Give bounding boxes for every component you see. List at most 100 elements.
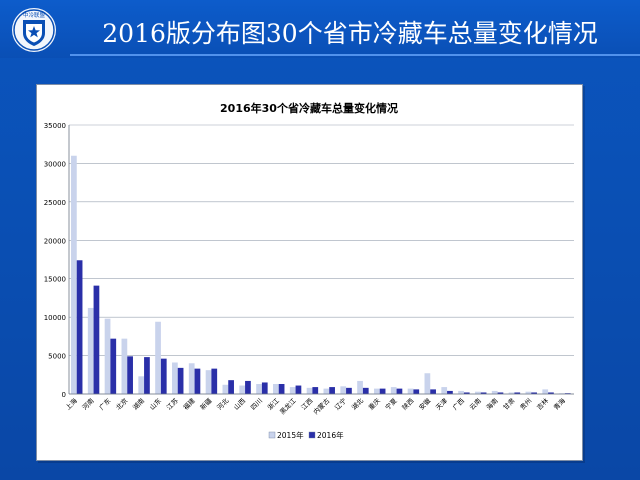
y-tick-label: 5000 [48, 353, 66, 361]
bar-2015 [306, 387, 313, 394]
bar-2016 [144, 357, 150, 394]
logo-text: 中冷联盟 [23, 11, 46, 19]
x-tick-label: 甘肃 [501, 396, 517, 412]
bar-2016 [396, 388, 403, 394]
bar-2016 [329, 387, 335, 394]
bar-2016 [548, 392, 554, 394]
x-tick-label: 新疆 [198, 396, 214, 412]
bar-2016 [295, 385, 302, 394]
y-tick-label: 15000 [44, 276, 66, 284]
bar-2016 [312, 387, 319, 394]
x-tick-label: 重庆 [366, 396, 382, 412]
y-tick-label: 35000 [44, 122, 66, 130]
bar-2016 [531, 392, 537, 394]
bar-2015 [390, 387, 397, 394]
x-tick-label: 云南 [467, 396, 483, 412]
bar-2015 [508, 392, 515, 394]
x-tick-label: 四川 [249, 397, 264, 412]
bar-2016 [177, 367, 184, 394]
x-tick-label: 河南 [80, 396, 96, 412]
bar-2015 [239, 385, 246, 394]
bar-2016 [245, 380, 251, 394]
bar-2016 [497, 392, 504, 394]
x-tick-label: 贵州 [518, 396, 534, 412]
bar-2015 [441, 387, 448, 394]
x-tick-label: 吉林 [535, 396, 551, 412]
chart-title: 2016年30个省冷藏车总量变化情况 [220, 101, 398, 115]
bar-2015 [205, 370, 212, 394]
x-tick-label: 广东 [97, 396, 113, 412]
bar-2016 [463, 392, 470, 394]
y-tick-label: 25000 [44, 199, 66, 207]
bar-chart: 2016年30个省冷藏车总量变化情况 0 5000 10000 15000 20000 2… [44, 101, 574, 440]
bar-2015 [256, 384, 262, 394]
bar-2016 [261, 382, 268, 394]
bar-2015 [374, 388, 380, 394]
legend-swatch [308, 431, 316, 439]
bar-2015 [542, 389, 549, 394]
bars [71, 155, 571, 394]
bar-2016 [514, 392, 521, 394]
x-tick-label: 宁夏 [383, 396, 399, 412]
legend-label: 2015年 [277, 430, 304, 440]
bar-2015 [458, 390, 464, 394]
gridlines [69, 124, 574, 395]
x-tick-label: 山东 [147, 396, 163, 412]
bar-2015 [323, 388, 330, 394]
bar-2016 [413, 389, 420, 394]
x-tick-label: 湖南 [131, 396, 147, 412]
bar-2016 [480, 392, 487, 394]
bar-2015 [475, 391, 481, 394]
bar-2015 [525, 391, 532, 394]
y-axis: 0 5000 10000 15000 20000 25000 30000 35000 [44, 122, 70, 399]
bar-2016 [430, 389, 436, 394]
bar-2016 [76, 260, 83, 394]
title-underline [70, 54, 640, 56]
bar-2016 [127, 356, 133, 394]
x-tick-label: 广西 [450, 396, 466, 412]
legend-label: 2016年 [317, 430, 344, 440]
bar-2016 [228, 380, 234, 394]
chart-panel: 2016年30个省冷藏车总量变化情况 0 5000 10000 15000 20000 2… [36, 84, 583, 461]
bar-2016 [278, 384, 285, 394]
x-tick-label: 山西 [232, 396, 248, 412]
y-tick-label: 30000 [44, 160, 66, 168]
legend: 2015年 2016年 [268, 430, 344, 440]
bar-2016 [379, 388, 386, 394]
bar-2015 [155, 321, 161, 394]
shield-star-emblem-icon: 中冷联盟 [12, 8, 56, 52]
y-tick-label: 20000 [44, 237, 66, 245]
x-tick-label: 福建 [181, 396, 197, 412]
bar-2015 [340, 386, 347, 394]
x-tick-label: 海南 [484, 396, 500, 412]
bar-2016 [110, 338, 117, 394]
bar-2015 [491, 390, 498, 394]
x-tick-label: 青海 [551, 396, 567, 412]
bar-2015 [138, 376, 145, 394]
bar-2015 [121, 338, 128, 394]
x-tick-label: 内蒙古 [311, 396, 332, 417]
bar-2015 [71, 155, 77, 394]
x-tick-label: 陕西 [400, 396, 416, 412]
x-tick-label: 安徽 [417, 396, 433, 412]
bar-2016 [211, 368, 218, 394]
x-tick-label: 北京 [114, 396, 130, 412]
slide-title: 2016版分布图30个省市冷藏车总量变化情况 [102, 19, 598, 48]
bar-2015 [424, 373, 431, 394]
bar-2016 [346, 387, 352, 394]
x-tick-label: 江苏 [164, 396, 180, 412]
bar-2016 [160, 358, 167, 394]
bar-2016 [194, 368, 201, 394]
bar-2015 [188, 363, 195, 394]
bar-2016 [362, 387, 369, 394]
y-tick-label: 0 [62, 391, 66, 399]
y-tick-label: 10000 [44, 314, 66, 322]
bar-2015 [407, 388, 414, 394]
bar-2015 [222, 384, 229, 394]
title-band [0, 0, 640, 58]
x-tick-label: 黑龙江 [278, 396, 299, 417]
x-tick-label: 河北 [215, 396, 230, 411]
bar-2015 [104, 318, 111, 394]
bar-2015 [289, 387, 296, 394]
